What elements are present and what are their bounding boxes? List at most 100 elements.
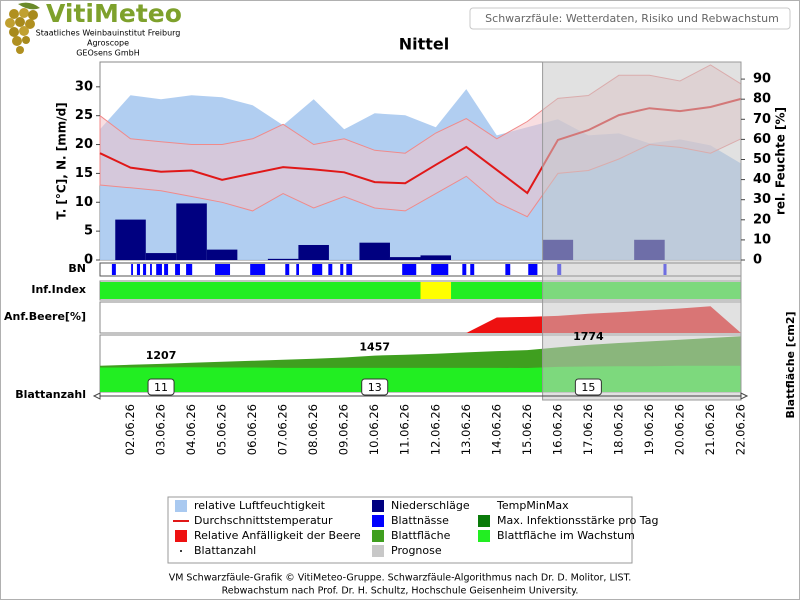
y-axis-title: T. [°C], N. [mm/d] — [55, 102, 69, 219]
leaf-count-label: 11 — [154, 381, 168, 394]
y-tick-label: 30 — [75, 79, 93, 94]
inf-segment — [420, 282, 452, 299]
leaf-area-label: 1774 — [573, 330, 604, 343]
x-tick-label: 09.06.26 — [337, 404, 351, 455]
precip-bar — [206, 249, 238, 260]
y2-tick-label: 0 — [753, 253, 762, 268]
y2-tick-label: 10 — [753, 232, 771, 247]
x-tick-label: 22.06.26 — [734, 404, 748, 455]
x-tick-label: 20.06.26 — [672, 404, 686, 455]
legend-label: relative Luftfeuchtigkeit — [194, 499, 326, 512]
leaf-wetness — [111, 264, 116, 275]
x-tick-label: 11.06.26 — [398, 404, 412, 455]
footer: Rebwachstum nach Prof. Dr. H. Schultz, H… — [222, 586, 579, 597]
y2-tick-label: 70 — [753, 112, 771, 127]
legend-swatch — [175, 500, 187, 512]
legend-label: Blattnässe — [391, 514, 449, 527]
x-tick-label: 18.06.26 — [611, 404, 625, 455]
leaf-wetness — [505, 264, 511, 275]
precip-bar — [267, 258, 299, 260]
leaf-wetness — [131, 264, 133, 275]
banner: Schwarzfäule: Wetterdaten, Risiko und Re… — [485, 12, 779, 25]
precip-bar — [176, 203, 207, 260]
x-tick-label: 07.06.26 — [276, 404, 290, 455]
y2-axis-title: rel. Feuchte [%] — [774, 107, 788, 215]
logo-text: VitiMeteo — [46, 0, 182, 28]
precip-bar — [359, 242, 390, 260]
banner-box — [469, 7, 791, 30]
footer: VM Schwarzfäule-Grafik © VitiMeteo-Grupp… — [169, 573, 632, 584]
legend-label: Max. Infektionsstärke pro Tag — [497, 514, 658, 527]
y2-tick-label: 20 — [753, 212, 771, 227]
forecast-shade — [542, 61, 742, 401]
y2-tick-label: 60 — [753, 132, 771, 147]
x-tick-label: 15.06.26 — [520, 404, 534, 455]
arrow — [92, 392, 749, 400]
leaf-wetness — [150, 264, 152, 275]
x-tick-label: 08.06.26 — [306, 404, 320, 455]
y-tick-label: 20 — [75, 137, 93, 152]
forecast-layer — [542, 61, 742, 401]
legend-swatch — [478, 515, 490, 527]
y2-tick-label: 50 — [753, 152, 771, 167]
x-tick-label: 14.06.26 — [489, 404, 503, 455]
x-tick-label: 05.06.26 — [215, 404, 229, 455]
leaf-area-label: 1457 — [359, 341, 390, 354]
label-layer: 1207 1457 1774 11 13 15 0 5 10 15 20 25 30 0 10 20 30 40 5… — [4, 72, 797, 456]
leaf-wetness — [186, 264, 193, 275]
leaf-wetness — [164, 264, 169, 275]
legend-swatch — [372, 500, 384, 512]
legend-box — [167, 496, 633, 564]
leaf-wetness — [340, 264, 344, 275]
legend: relative Luftfeuchtigkeit Niederschläge Te… — [173, 499, 658, 557]
leaf-wetness — [296, 264, 300, 275]
leaf-wetness — [470, 264, 475, 275]
leaf-wetness — [312, 264, 323, 275]
legend-label: Blattfläche — [391, 529, 451, 542]
leaf-count-box — [147, 378, 175, 396]
leaf-wetness — [462, 264, 467, 275]
x-tick-label: 06.06.26 — [245, 404, 259, 455]
y2-tick-label: 30 — [753, 192, 771, 207]
leaf-wetness — [528, 264, 538, 275]
logo-grapes — [5, 2, 40, 54]
x-tick-label: 12.06.26 — [428, 404, 442, 455]
org-line: Agroscope — [87, 39, 129, 48]
legend-label: TempMinMax — [496, 499, 569, 512]
precip-bar — [145, 253, 177, 260]
x-tick-label: 21.06.26 — [703, 404, 717, 455]
chart-title: Nittel — [399, 35, 450, 54]
legend-label: Niederschläge — [391, 499, 470, 512]
legend-swatch — [478, 530, 490, 542]
leaf-wetness — [346, 264, 353, 275]
leaf-count-label: 15 — [581, 381, 595, 394]
legend-label: Prognose — [391, 544, 442, 557]
leaf-wetness — [136, 264, 140, 275]
y3-axis-title: Blattfläche [cm2] — [784, 311, 797, 418]
legend-label: Blattanzahl — [194, 544, 256, 557]
leaf-wetness — [431, 264, 449, 275]
legend-label: Durchschnittstemperatur — [194, 514, 333, 527]
legend-label: Blattfläche im Wachstum — [497, 529, 635, 542]
y-tick-label: 0 — [84, 253, 93, 268]
leaf-wetness — [285, 264, 290, 275]
y2-tick-label: 80 — [753, 92, 771, 107]
x-tick-label: 13.06.26 — [459, 404, 473, 455]
precip-bar — [420, 255, 452, 260]
legend-swatch — [372, 545, 384, 557]
org-line: GEOsens GmbH — [76, 49, 140, 58]
x-tick-label: 03.06.26 — [154, 404, 168, 455]
legend-swatch — [175, 530, 187, 542]
legend-swatch — [180, 550, 182, 552]
leaf-wetness — [143, 264, 147, 275]
y-tick-label: 10 — [75, 195, 93, 210]
y-tick-label: 5 — [84, 224, 93, 239]
y2-tick-label: 40 — [753, 172, 771, 187]
y2-tick-label: 90 — [753, 72, 771, 87]
leaf-wetness — [328, 264, 333, 275]
leaf-count-box — [574, 378, 602, 396]
org-line: Staatliches Weinbauinstitut Freiburg — [36, 29, 181, 38]
row-label: Anf.Beere[%] — [4, 310, 86, 323]
precip-bar — [298, 244, 329, 260]
legend-swatch — [372, 530, 384, 542]
